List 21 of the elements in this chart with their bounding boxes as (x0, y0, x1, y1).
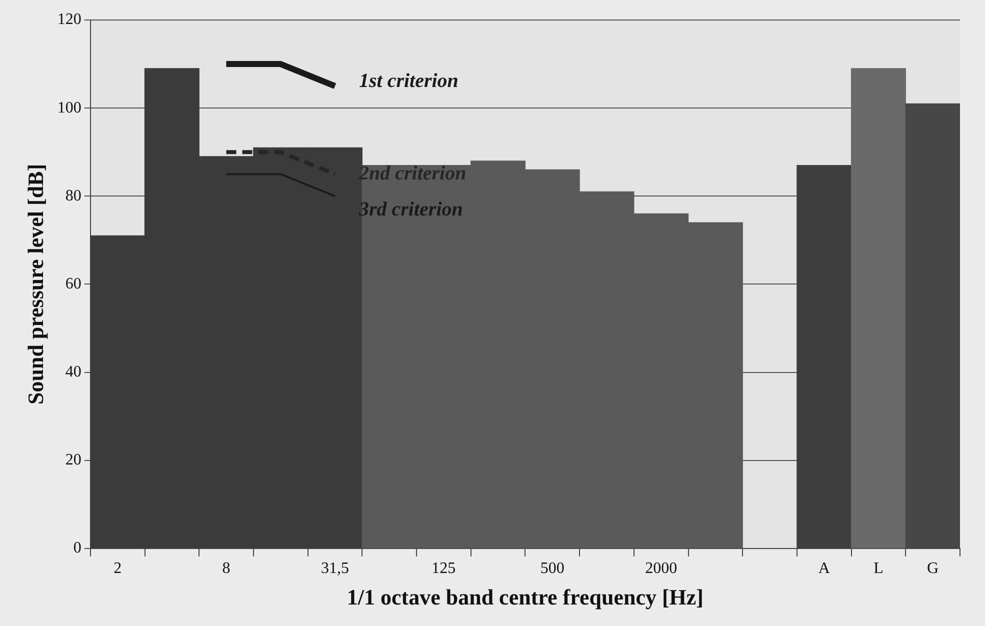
x-tick-label: A (818, 560, 830, 578)
x-tick-label: 500 (540, 560, 564, 578)
series-label: 3rd criterion (358, 198, 463, 220)
bar (850, 68, 906, 548)
x-axis-title: 1/1 octave band centre frequency [Hz] (346, 584, 704, 610)
y-axis-title: Sound pressure level [dB] (22, 164, 48, 405)
y-tick-label: 20 (65, 452, 82, 469)
y-tick-label: 0 (73, 540, 82, 557)
y-tick-label: 40 (65, 363, 82, 380)
x-tick-label: L (874, 560, 884, 578)
series-label: 1st criterion (358, 70, 458, 92)
x-tick-label: 2000 (645, 560, 678, 578)
x-tick-label: 8 (222, 560, 230, 578)
x-tick-label: 31,5 (320, 560, 349, 578)
y-tick-label: 80 (65, 187, 82, 204)
x-tick-label: G (927, 560, 940, 578)
x-tick-label: 2 (114, 560, 122, 578)
y-tick-label: 120 (57, 11, 82, 28)
y-tick-label: 60 (65, 275, 82, 292)
x-tick-label: 125 (432, 560, 456, 578)
y-tick-label: 100 (57, 99, 82, 116)
